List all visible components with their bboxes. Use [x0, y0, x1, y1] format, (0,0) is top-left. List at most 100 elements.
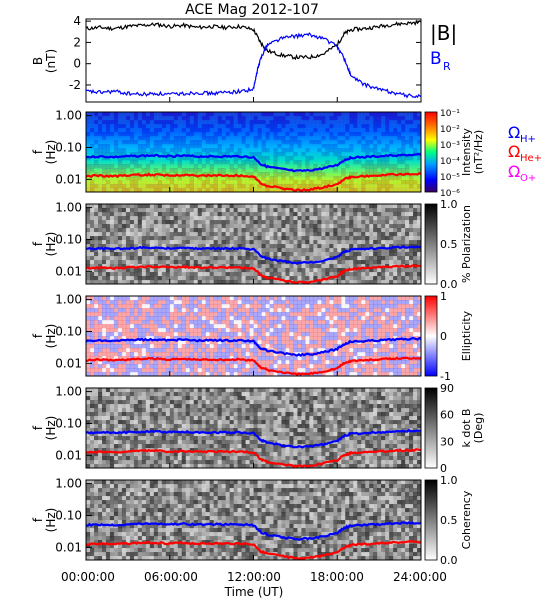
field-series-line	[85, 19, 422, 61]
y-tick-label: 0.10	[55, 416, 82, 430]
intensity-colorbar-tick-label: 10⁻⁶	[440, 189, 460, 199]
ellipticity-he_plus-line	[86, 356, 421, 376]
gyro-he-sub: He+	[520, 153, 542, 164]
polarization-colorbar-tick-label: 0.5	[440, 238, 458, 251]
ellipticity-colorbar	[424, 295, 438, 377]
intensity-he_plus-line	[86, 171, 421, 192]
ellipticity-ylabel: f	[31, 333, 45, 338]
x-tick-label: 24:00:00	[393, 570, 447, 584]
kdotb-ylabel: f	[31, 425, 45, 430]
y-tick-label: 0.10	[55, 324, 82, 338]
x-tick-label: 06:00:00	[144, 570, 198, 584]
y-tick-label: 1.00	[55, 109, 82, 123]
ellipticity-h_plus-line	[86, 336, 421, 357]
kdotb-colorbar-unit: (Deg)	[472, 413, 485, 444]
field-y-ticks: 4 2 0 -2	[69, 14, 422, 102]
y-tick-label: 0.01	[55, 540, 82, 554]
gyro-legend: Ω H+ Ω He+ Ω O+	[508, 123, 542, 184]
kdotb-colorbar-label: k dot B	[460, 409, 473, 448]
kdotb-colorbar-tick-label: 90	[440, 382, 454, 395]
y-tick-label: 1.00	[55, 293, 82, 307]
field-y-tick-label: -2	[69, 78, 81, 92]
intensity-h_plus-line	[86, 153, 421, 173]
legend-br-sub: R	[443, 60, 451, 73]
intensity-colorbar-tick-label: 10⁻⁴	[440, 157, 460, 167]
x-axis-label: Time (UT)	[224, 585, 284, 599]
spectral-panels: 1.000.100.01f (Hz)10⁻¹10⁻²10⁻³10⁻⁴10⁻⁵10⁻…	[31, 109, 485, 567]
field-y-tick-label: 4	[73, 14, 81, 28]
kdotb-h_plus-line	[86, 428, 421, 449]
kdotb-yunit: (Hz)	[44, 416, 58, 441]
ellipticity-colorbar-label: Ellipticity	[460, 310, 473, 361]
x-tick-label: 00:00:00	[61, 570, 115, 584]
ellipticity-colorbar-tick-label: -1	[440, 370, 451, 383]
polarization-h_plus-line	[86, 244, 421, 265]
ellipticity-yunit: (Hz)	[44, 324, 58, 349]
polarization-colorbar	[424, 203, 438, 285]
gyro-legend-he: Ω He+	[508, 142, 542, 164]
coherency-colorbar-tick-label: 1.0	[440, 474, 458, 487]
y-tick-label: 0.01	[55, 172, 82, 186]
y-tick-label: 0.01	[55, 264, 82, 278]
intensity-yunit: (Hz)	[44, 140, 58, 165]
coherency-ylabel: f	[31, 517, 45, 522]
coherency-colorbar	[424, 479, 438, 561]
polarization-colorbar-label: % Polarization	[460, 205, 473, 283]
polarization-panel: 1.00 0.10 0.01 f (Hz) 1.0 0.5 0.0% Polarization	[31, 198, 473, 291]
y-tick-label: 0.10	[55, 140, 82, 154]
chart-title: ACE Mag 2012-107	[185, 2, 319, 18]
gyro-legend-h: Ω H+	[508, 123, 536, 145]
legend-br: B R	[430, 49, 451, 73]
y-tick-label: 1.00	[55, 201, 82, 215]
kdotb-colorbar-tick-label: 60	[440, 409, 454, 422]
kdotb-colorbar	[424, 387, 438, 469]
intensity-panel: 1.00 0.10 0.01 f (Hz) 10⁻¹ 10⁻² 10⁻³ 10⁻⁴ 10⁻⁵ 10⁻…	[31, 109, 485, 199]
coherency-spectrogram	[86, 480, 421, 560]
legend-btotal: |B|	[430, 21, 457, 45]
coherency-he_plus-line	[86, 540, 421, 560]
polarization-ylabel: f	[31, 241, 45, 246]
field-y-tick-label: 0	[73, 57, 81, 71]
gyro-legend-o: Ω O+	[508, 162, 536, 184]
intensity-colorbar-tick-label: 10⁻²	[440, 125, 460, 135]
polarization-colorbar-tick-label: 1.0	[440, 198, 458, 211]
gyro-o-symbol: Ω	[508, 162, 520, 181]
kdotb-he_plus-line	[86, 448, 421, 468]
coherency-colorbar-tick-label: 0.0	[440, 554, 458, 567]
y-tick-label: 0.10	[55, 508, 82, 522]
intensity-colorbar-tick-label: 10⁻³	[440, 141, 460, 151]
gyro-he-symbol: Ω	[508, 142, 520, 161]
y-tick-label: 0.01	[55, 448, 82, 462]
polarization-spectrogram	[86, 204, 421, 284]
y-tick-label: 0.10	[55, 232, 82, 246]
ellipticity-spectrogram	[86, 296, 421, 376]
intensity-colorbar-tick-label: 10⁻¹	[440, 109, 460, 119]
field-y-tick-label: 2	[73, 35, 81, 49]
field-series	[85, 19, 422, 99]
y-tick-label: 0.01	[55, 356, 82, 370]
intensity-colorbar-unit: (nT²/Hz)	[472, 130, 485, 174]
polarization-colorbar-tick-label: 0.0	[440, 278, 458, 291]
x-tick-label: 12:00:00	[227, 570, 281, 584]
ellipticity-colorbar-tick-label: 0	[440, 330, 447, 343]
coherency-h_plus-line	[86, 521, 421, 541]
y-tick-label: 1.00	[55, 477, 82, 491]
field-panel: 4 2 0 -2 B (nT) |B| B R	[31, 14, 457, 103]
coherency-colorbar-tick-label: 0.5	[440, 514, 458, 527]
gyro-o-sub: O+	[520, 173, 536, 184]
ellipticity-colorbar-tick-label: 1	[440, 290, 447, 303]
intensity-spectrogram	[86, 112, 421, 192]
polarization-yunit: (Hz)	[44, 232, 58, 257]
x-tick-label: 18:00:00	[310, 570, 364, 584]
x-tick-labels: 00:00:00 06:00:00 12:00:00 18:00:00 24:0…	[61, 570, 447, 584]
gyro-h-symbol: Ω	[508, 123, 520, 142]
gyro-h-sub: H+	[520, 134, 536, 145]
intensity-ylabel: f	[31, 149, 45, 154]
polarization-he_plus-line	[86, 264, 421, 284]
coherency-colorbar-label: Coherency	[460, 490, 473, 549]
y-tick-label: 1.00	[55, 385, 82, 399]
intensity-colorbar-label: Intensity	[460, 128, 473, 176]
field-yunit: (nT)	[44, 49, 58, 73]
